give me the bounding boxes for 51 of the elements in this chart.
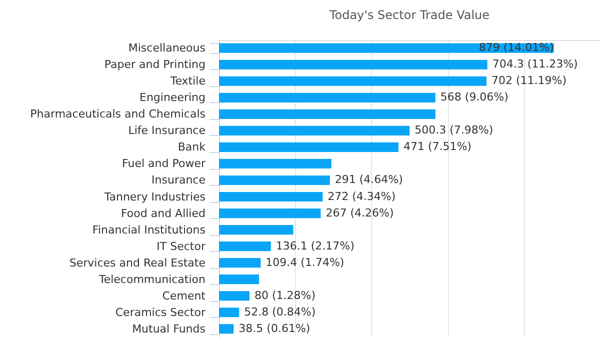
- y-tick-label: Ceramics Sector: [115, 306, 206, 319]
- data-label: 38.5 (0.61%): [238, 322, 310, 335]
- y-tick-label: Fuel and Power: [122, 157, 206, 170]
- bar: [219, 192, 323, 202]
- y-tick-label: Food and Allied: [120, 206, 206, 220]
- y-tick-label: Paper and Printing: [104, 58, 206, 72]
- bar: [219, 43, 554, 53]
- y-tick-label: Services and Real Estate: [69, 256, 206, 270]
- y-tick-label: Tannery Industries: [103, 190, 206, 204]
- bar: [219, 76, 486, 86]
- y-tick-label: Mutual Funds: [132, 322, 206, 336]
- y-tick-label: Life Insurance: [128, 124, 206, 138]
- bar: [219, 109, 436, 119]
- y-tick-label: Cement: [162, 289, 206, 302]
- bar: [219, 142, 398, 152]
- bar: [219, 175, 330, 186]
- data-label: 702 (11.19%): [491, 74, 566, 88]
- y-tick-label: Miscellaneous: [128, 42, 206, 55]
- data-label: 879 (14.01%): [478, 41, 554, 54]
- y-tick-label: Bank: [178, 140, 206, 154]
- bar: [219, 158, 332, 169]
- data-label: 267 (4.26%): [326, 206, 394, 220]
- data-label: 568 (9.06%): [440, 90, 508, 104]
- bar: [219, 291, 250, 301]
- data-label: 109.4 (1.74%): [266, 256, 344, 269]
- bar: [219, 324, 234, 334]
- y-tick-label: IT Sector: [156, 240, 206, 253]
- y-tick-label: Textile: [169, 74, 206, 88]
- data-label: 52.8 (0.84%): [244, 305, 316, 318]
- data-label: 704.3 (11.23%): [492, 58, 578, 71]
- data-label: 500.3 (7.98%): [414, 124, 494, 137]
- bar: [219, 60, 488, 70]
- bar: [219, 126, 410, 136]
- y-tick-label: Pharmaceuticals and Chemicals: [30, 108, 206, 121]
- data-label: 272 (4.34%): [328, 190, 396, 203]
- bar: [219, 242, 271, 252]
- chart-title: Today's Sector Trade Value: [328, 8, 490, 22]
- bar: [219, 225, 294, 235]
- data-label: 291 (4.64%): [334, 173, 403, 186]
- y-tick-label: Telecommunication: [98, 272, 206, 286]
- y-tick-label: Financial Institutions: [92, 223, 206, 236]
- y-tick-label: Engineering: [140, 91, 206, 104]
- data-label: 80 (1.28%): [254, 288, 316, 302]
- bar: [219, 308, 240, 318]
- data-label: 136.1 (2.17%): [276, 239, 354, 252]
- bar: [219, 208, 321, 218]
- data-label: 471 (7.51%): [403, 140, 472, 154]
- y-tick-label: Insurance: [152, 174, 206, 187]
- bar: [219, 92, 436, 102]
- bar: [219, 274, 260, 284]
- bar: [219, 258, 261, 268]
